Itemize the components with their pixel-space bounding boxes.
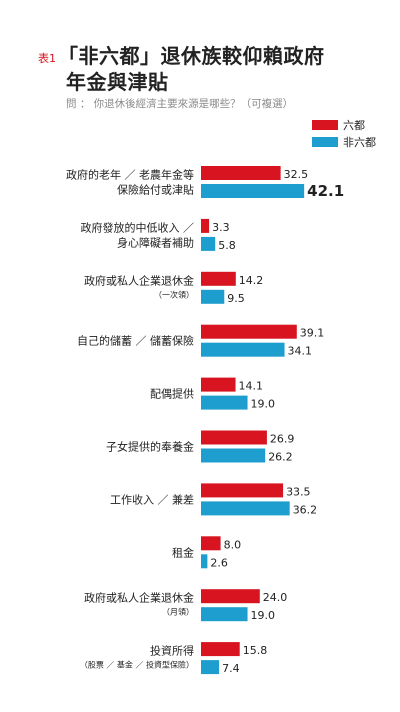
legend-swatch-feiliudu [312, 137, 338, 147]
category-label: 配偶提供 [150, 387, 194, 401]
bar-feiliudu [201, 342, 285, 357]
category-label: 身心障礙者補助 [117, 235, 194, 249]
category-group: 14.1 19.0 配偶提供 [150, 377, 275, 411]
category-group: 33.5 36.2 工作收入 ／ 兼差 [110, 483, 317, 516]
bar-feiliudu [201, 660, 220, 675]
data-label: 15.8 [243, 644, 268, 657]
category-note: （月領） [162, 607, 194, 617]
data-label: 42.1 [307, 182, 344, 200]
bar-feiliudu [201, 184, 305, 198]
bar-liudu [201, 589, 260, 604]
category-label: 自己的儲蓄 ／ 儲蓄保險 [77, 334, 194, 348]
bar-liudu [201, 642, 240, 657]
data-label: 19.0 [251, 609, 275, 622]
category-label: 工作收入 ／ 兼差 [110, 492, 194, 506]
category-group: 24.0 19.0 政府或私人企業退休金 （月領） [84, 589, 287, 622]
data-label: 9.5 [227, 292, 245, 305]
data-label: 36.2 [293, 503, 318, 516]
data-label: 26.9 [270, 433, 295, 446]
category-note: （一次領） [154, 289, 194, 299]
data-label: 34.1 [288, 345, 313, 358]
category-group: 14.2 9.5 政府或私人企業退休金 （一次領） [84, 271, 263, 305]
data-label: 24.0 [263, 591, 288, 604]
bar-feiliudu [201, 607, 248, 622]
data-label: 14.2 [239, 274, 263, 287]
category-label: 投資所得 [150, 644, 194, 658]
category-label: 保險給付或津貼 [117, 183, 194, 197]
data-label: 14.1 [239, 380, 263, 393]
chart-title-line-2: 年金與津貼 [66, 70, 169, 94]
legend-label-liudu: 六都 [343, 119, 365, 132]
category-note: （股票 ／ 基金 ／ 投資型保險） [80, 660, 194, 670]
data-label: 26.2 [268, 451, 293, 464]
chart-title-line-1: 「非六都」退休族較仰賴政府 [58, 44, 325, 68]
category-label: 政府發放的中低收入 ／ [81, 220, 195, 234]
data-label: 19.0 [251, 398, 275, 411]
data-label: 5.8 [218, 239, 236, 252]
bar-liudu [201, 166, 281, 180]
category-group: 39.1 34.1 自己的儲蓄 ／ 儲蓄保險 [77, 324, 325, 358]
bar-feiliudu [201, 501, 290, 516]
bar-liudu [201, 430, 267, 445]
category-group: 8.0 2.6 租金 [172, 536, 241, 569]
data-label: 8.0 [224, 538, 242, 551]
data-label: 3.3 [212, 221, 230, 234]
bar-feiliudu [201, 554, 208, 569]
bar-liudu [201, 271, 236, 286]
data-label: 7.4 [222, 662, 240, 675]
category-label: 政府的老年 ／ 老農年金等 [66, 168, 194, 182]
data-label: 32.5 [284, 168, 309, 181]
data-label: 2.6 [210, 556, 228, 569]
category-label: 政府或私人企業退休金 [84, 273, 194, 287]
category-label: 政府或私人企業退休金 [84, 591, 194, 605]
bar-liudu [201, 483, 284, 498]
bar-feiliudu [201, 289, 225, 304]
category-group: 3.3 5.8 政府發放的中低收入 ／身心障礙者補助 [81, 218, 236, 252]
bar-liudu [201, 218, 210, 233]
legend-label-feiliudu: 非六都 [343, 136, 376, 149]
category-label: 租金 [172, 545, 194, 559]
data-label: 33.5 [286, 485, 311, 498]
category-label: 子女提供的奉養金 [106, 440, 194, 454]
chart-subtitle: 問 ： 你退休後經濟主要來源是哪些？（可複選） [66, 98, 294, 110]
bar-feiliudu [201, 448, 266, 463]
bar-liudu [201, 324, 297, 339]
bar-liudu [201, 377, 236, 392]
bar-feiliudu [201, 236, 216, 251]
data-label: 39.1 [300, 327, 325, 340]
legend-swatch-liudu [312, 120, 338, 130]
table-tag: 表1 [38, 52, 56, 65]
category-group: 15.87.4 投資所得 （股票 ／ 基金 ／ 投資型保險） [80, 642, 267, 675]
bar-liudu [201, 536, 221, 551]
bar-feiliudu [201, 395, 248, 410]
category-group: 26.9 26.2 子女提供的奉養金 [106, 430, 295, 464]
